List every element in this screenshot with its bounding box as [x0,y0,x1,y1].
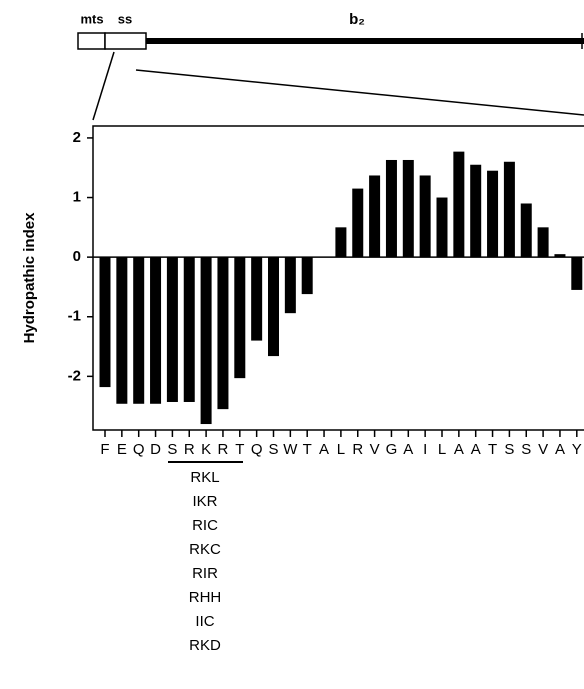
x-tick-label: S [504,441,514,458]
y-tick-label: 1 [73,188,81,205]
x-tick-label: S [167,441,177,458]
bar [133,257,145,404]
mutation: RIR [192,565,218,582]
bar [301,257,313,295]
mutation: RHH [189,589,222,606]
x-tick-label: Q [133,441,145,458]
x-tick-label: R [184,441,195,458]
x-tick-label: A [471,441,481,458]
x-tick-label: S [521,441,531,458]
x-tick-label: Q [251,441,263,458]
mutation: RKD [189,637,221,654]
bar [453,151,465,258]
bar [402,159,414,258]
bar [268,257,279,357]
mutation: RKC [189,541,221,558]
bar [183,257,195,402]
bar [234,257,246,379]
x-tick-label: L [337,441,345,458]
x-tick-label: F [100,441,109,458]
x-tick-label: A [319,441,329,458]
bar [419,175,431,258]
x-tick-label: K [201,441,211,458]
ss-box [104,32,147,50]
x-tick-label: I [423,441,427,458]
bar [284,257,296,314]
x-tick-label: A [454,441,464,458]
bar [166,257,178,402]
y-axis-label: Hydropathic index [21,212,38,344]
bar [217,257,229,410]
annotation: b₂ [349,11,365,28]
mutation: IKR [192,493,217,510]
x-tick-label: E [117,441,127,458]
bar [537,227,549,258]
y-tick-label: -1 [68,308,81,325]
mutation: RKL [190,469,219,486]
x-tick-label: S [268,441,278,458]
mutation: RIC [192,517,218,534]
x-tick-label: D [150,441,161,458]
bar [369,175,381,258]
bar [200,257,212,425]
x-tick-label: V [370,441,380,458]
bar [116,257,128,404]
bar [436,197,448,258]
x-tick-label: V [538,441,548,458]
y-tick-label: -2 [68,367,81,384]
bar [335,227,347,258]
bar [99,257,111,388]
x-tick-label: W [283,441,298,458]
bar [352,188,364,258]
mutation: IIC [195,613,214,630]
bar [503,161,515,258]
x-tick-label: Y [572,441,582,458]
plot-frame [92,125,584,431]
bar [520,203,532,258]
x-tick-label: A [555,441,565,458]
annotation: ss [118,11,132,26]
x-tick-label: R [352,441,363,458]
bar [470,164,482,258]
zoom-line [92,51,115,121]
x-tick-label: R [218,441,229,458]
x-tick-label: T [235,441,244,458]
annotation: mts [80,11,103,26]
y-tick-label: 2 [73,129,81,146]
zoom-line [135,69,584,116]
bar [385,159,397,258]
x-tick-label: G [386,441,398,458]
mts-box [77,32,106,50]
bar [487,170,499,258]
x-tick-label: T [303,441,312,458]
x-tick-label: T [488,441,497,458]
bar [251,257,263,341]
x-tick-label: A [403,441,413,458]
bar [150,257,162,404]
y-tick-label: 0 [73,248,81,265]
bar [571,257,583,290]
x-tick-label: L [438,441,446,458]
bar [554,254,566,258]
